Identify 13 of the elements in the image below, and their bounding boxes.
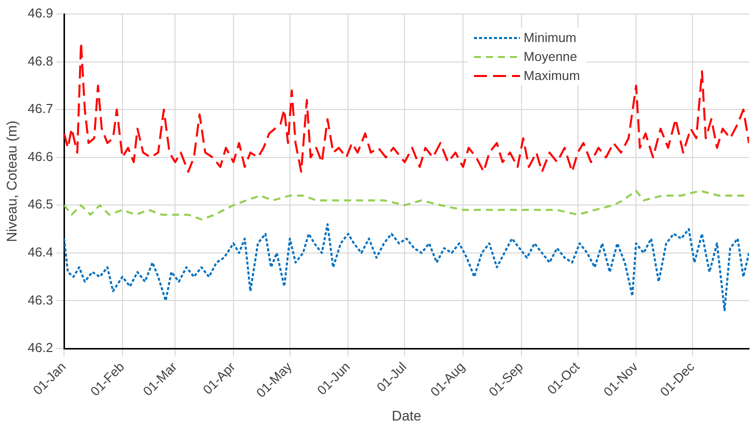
legend-label: Maximum bbox=[524, 68, 580, 83]
legend-label: Minimum bbox=[524, 30, 576, 45]
legend-label: Moyenne bbox=[524, 49, 578, 64]
y-tick-label: 46.5 bbox=[28, 196, 54, 212]
y-tick-label: 46.8 bbox=[28, 53, 54, 68]
y-tick-label: 46.6 bbox=[28, 148, 54, 164]
y-tick-label: 46.7 bbox=[28, 101, 54, 116]
y-tick-label: 46.2 bbox=[28, 340, 54, 356]
y-tick-label: 46.9 bbox=[28, 6, 54, 21]
x-axis-title: Date bbox=[392, 407, 422, 424]
y-tick-label: 46.4 bbox=[28, 244, 54, 260]
y-axis-title: Niveau, Coteau (m) bbox=[3, 120, 20, 242]
y-tick-label: 46.3 bbox=[28, 292, 54, 308]
